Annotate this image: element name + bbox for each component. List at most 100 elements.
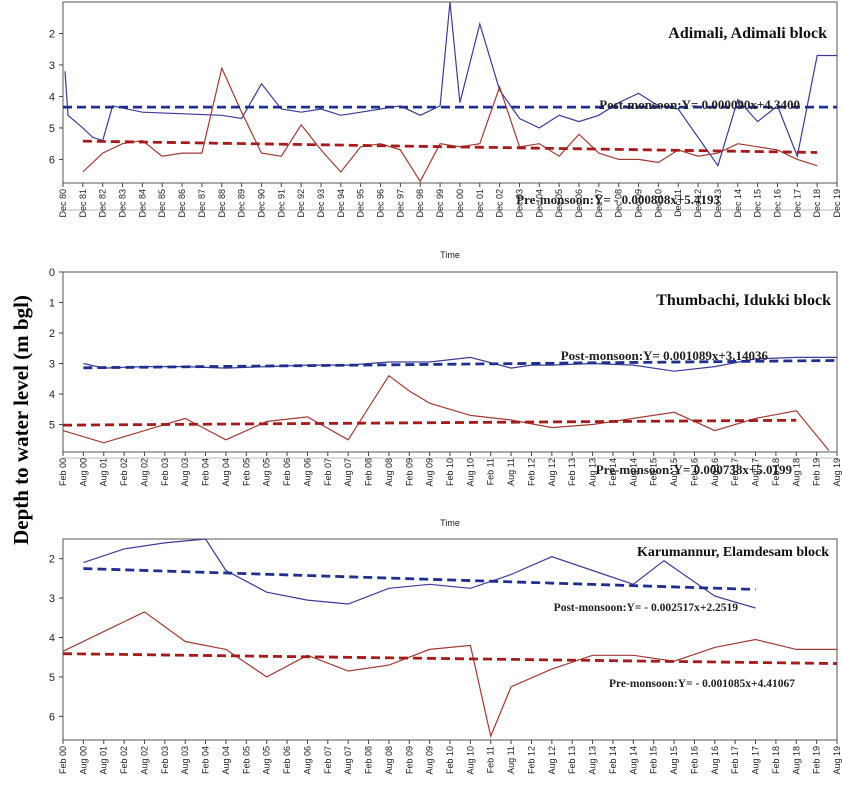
- y-tick-label: 5: [49, 123, 55, 135]
- x-tick-label: Aug 17: [751, 746, 761, 775]
- x-tick-label: Dec 99: [435, 189, 445, 218]
- y-tick-label: 2: [49, 28, 55, 40]
- x-tick-label: Aug 13: [588, 458, 598, 487]
- x-tick-label: Dec 95: [356, 189, 366, 218]
- x-tick-label: Feb 19: [812, 746, 822, 774]
- x-tick-label: Dec 90: [256, 189, 266, 218]
- x-tick-label: Dec 86: [177, 189, 187, 218]
- x-tick-label: Feb 02: [119, 458, 129, 486]
- panel-adimali: 2 3 4 5 6 Dec 80 Dec 81 Dec 82 Dec 83 Dec 84 Dec 8…: [49, 1, 842, 260]
- x-tick-label: Feb 14: [608, 458, 618, 486]
- x-tick-label: Dec 17: [792, 189, 802, 218]
- x-tick-label: Aug 04: [221, 458, 231, 487]
- x-tick-label: Aug 19: [832, 458, 842, 487]
- x-tick-label: Aug 02: [139, 746, 149, 775]
- x-tick-label: Aug 10: [465, 746, 475, 775]
- post-monsoon-equation: Post-monsoon:Y= 0.001089x+3.14036: [561, 348, 769, 363]
- x-tick-label: Aug 14: [628, 458, 638, 487]
- y-tick-label: 3: [49, 60, 55, 72]
- x-tick-label: Feb 03: [160, 746, 170, 774]
- x-tick-label: Dec 16: [772, 189, 782, 218]
- x-tick-label: Feb 15: [649, 458, 659, 486]
- x-tick-label: Dec 98: [415, 189, 425, 218]
- x-tick-label: Feb 08: [364, 746, 374, 774]
- post-monsoon-line: [64, 1, 837, 168]
- x-tick-label: Dec 06: [574, 189, 584, 218]
- x-tick-label: Feb 08: [364, 458, 374, 486]
- y-tick-label: 3: [49, 359, 55, 371]
- x-tick-label: Aug 05: [262, 458, 272, 487]
- x-tick-label: Dec 02: [495, 189, 505, 218]
- y-tick-label: 5: [49, 420, 55, 432]
- panel-title: Adimali, Adimali block: [668, 25, 827, 42]
- x-tick-label: Feb 09: [404, 458, 414, 486]
- x-tick-label: Dec 91: [276, 189, 286, 218]
- x-tick-label: Dec 15: [753, 189, 763, 218]
- x-tick-label: Dec 81: [78, 189, 88, 218]
- x-tick-label: Dec 01: [475, 189, 485, 218]
- x-tick-label: Dec 14: [733, 189, 743, 218]
- x-tick-label: Dec 85: [157, 189, 167, 218]
- x-tick-label: Feb 18: [771, 458, 781, 486]
- x-tick-label: Dec 05: [554, 189, 564, 218]
- x-tick-label: Dec 00: [455, 189, 465, 218]
- x-tick-label: Aug 08: [384, 458, 394, 487]
- x-tick-label: Feb 07: [323, 746, 333, 774]
- x-tick-label: Dec 80: [58, 189, 68, 218]
- pre-monsoon-equation: Pre-monsoon:Y= - 0.000808x+5.4193: [516, 192, 720, 207]
- x-tick-label: Aug 08: [384, 746, 394, 775]
- post-monsoon-equation: Post-monsoon:Y= - 0.002517x+2.2519: [554, 602, 739, 614]
- x-tick-label: Aug 17: [751, 458, 761, 487]
- x-tick-label: Aug 16: [710, 746, 720, 775]
- y-tick-label: 3: [49, 593, 55, 605]
- x-tick-label: Feb 02: [119, 746, 129, 774]
- x-tick-label: Dec 04: [534, 189, 544, 218]
- panel-title: Karumannur, Elamdesam block: [637, 545, 829, 560]
- x-tick-label: Aug 06: [302, 746, 312, 775]
- x-tick-label: Feb 04: [201, 458, 211, 486]
- y-tick-label: 4: [49, 389, 55, 401]
- x-tick-label: Feb 12: [526, 746, 536, 774]
- x-tick-label: Aug 07: [343, 458, 353, 487]
- x-tick-label: Dec 18: [812, 189, 822, 218]
- x-tick-label: Dec 07: [594, 189, 604, 218]
- x-tick-label: Aug 06: [302, 458, 312, 487]
- x-tick-label: Dec 94: [336, 189, 346, 218]
- x-tick-label: Aug 14: [628, 746, 638, 775]
- post-monsoon-trend-line: [83, 567, 756, 591]
- x-tick-label: Feb 04: [201, 746, 211, 774]
- y-tick-label: 2: [49, 554, 55, 566]
- x-tick-label: Feb 19: [812, 458, 822, 486]
- x-tick-label: Feb 17: [730, 746, 740, 774]
- x-tick-label: Feb 10: [445, 458, 455, 486]
- x-tick-label: Aug 02: [139, 458, 149, 487]
- x-tick-label: Dec 84: [137, 189, 147, 218]
- pre-monsoon-line: [62, 374, 830, 451]
- x-tick-label: Dec 10: [653, 189, 663, 218]
- x-tick-label: Aug 09: [425, 746, 435, 775]
- y-tick-label: 6: [49, 711, 55, 723]
- x-tick-label: Aug 16: [710, 458, 720, 487]
- y-tick-label: 6: [49, 154, 55, 166]
- y-tick-label: 1: [49, 298, 55, 310]
- x-tick-label: Feb 06: [282, 458, 292, 486]
- x-axis-label: Time: [440, 518, 460, 528]
- x-tick-label: Dec 96: [376, 189, 386, 218]
- x-tick-label: Dec 88: [217, 189, 227, 218]
- panel-karumannur: 2 3 4 5 6 Feb 00 Aug 00 Aug 01 Feb 02 Aug 02 Feb 0…: [49, 538, 842, 775]
- x-tick-label: Aug 00: [78, 458, 88, 487]
- x-tick-label: Feb 10: [445, 746, 455, 774]
- x-tick-label: Dec 97: [395, 189, 405, 218]
- x-tick-label: Aug 07: [343, 746, 353, 775]
- x-tick-label: Feb 13: [567, 746, 577, 774]
- x-tick-label: Feb 05: [241, 458, 251, 486]
- x-tick-label: Dec 09: [634, 189, 644, 218]
- y-tick-label: 2: [49, 328, 55, 340]
- y-tick-label: 4: [49, 91, 55, 103]
- x-tick-label: Aug 04: [221, 746, 231, 775]
- x-tick-label: Feb 14: [608, 746, 618, 774]
- x-tick-label: Aug 18: [791, 746, 801, 775]
- x-tick-label: Dec 19: [832, 189, 842, 218]
- x-tick-label: Feb 00: [58, 458, 68, 486]
